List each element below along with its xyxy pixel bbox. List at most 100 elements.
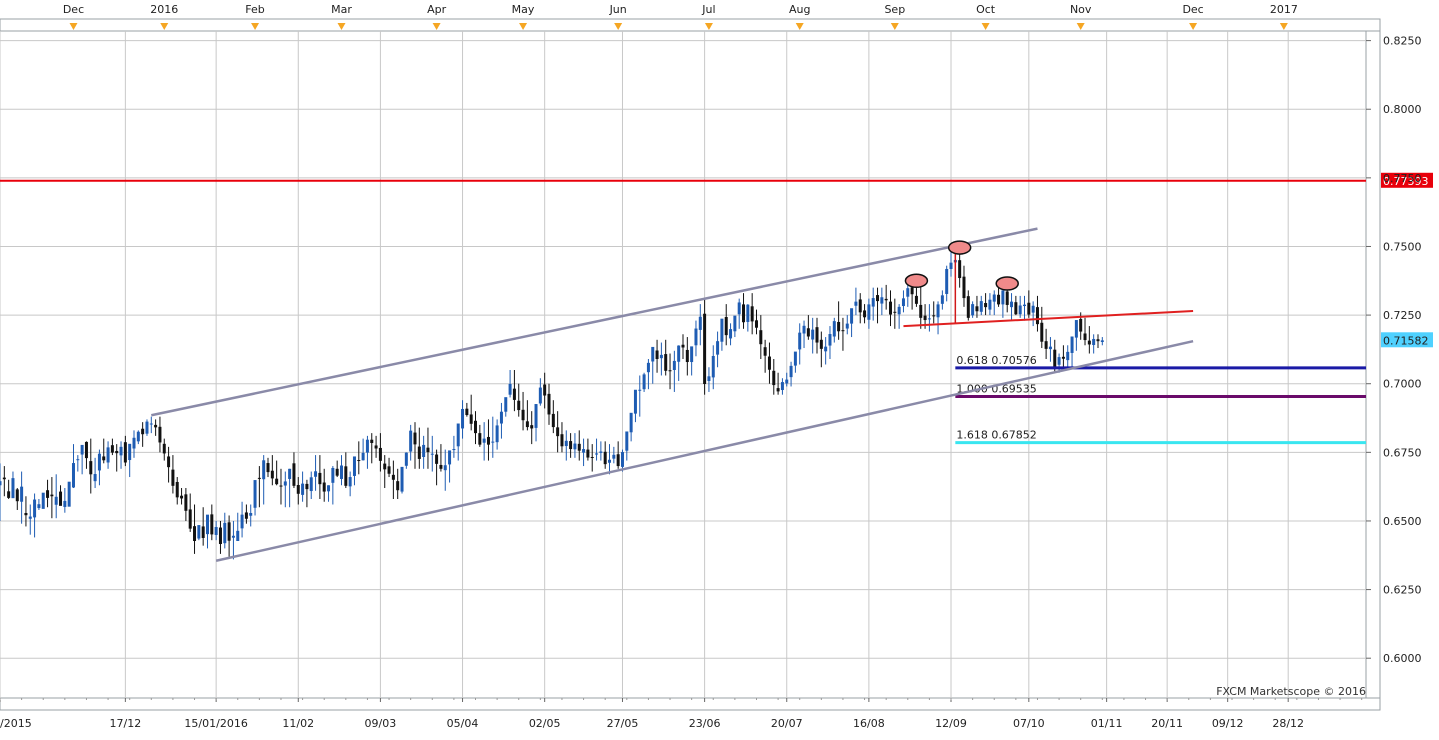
candle-body (1087, 340, 1091, 345)
candle-body (603, 451, 607, 465)
candle-body (923, 315, 927, 321)
candle-body (89, 461, 93, 475)
candle-body (197, 525, 201, 539)
candle-body (1027, 302, 1031, 315)
candle-body (979, 301, 983, 312)
candle-body (430, 453, 434, 455)
candle-body (322, 482, 326, 492)
candle-body (244, 512, 248, 519)
candle-body (962, 276, 966, 299)
candle-body (681, 344, 685, 348)
axes: 0.8250 0.8000 0.7750 0.7500 0.7250 0.7000 0.67… (0, 3, 1422, 730)
candle-body (115, 450, 119, 454)
candle-body (201, 526, 205, 538)
candle-body (119, 446, 123, 456)
candle-body (551, 413, 555, 428)
date-tick-label: 09/03 (365, 717, 397, 730)
candle-body (1083, 333, 1087, 341)
candle-body (685, 349, 689, 363)
candle-body (815, 327, 819, 343)
candle-body (270, 470, 274, 479)
candle-body (175, 481, 179, 498)
candle-body (927, 318, 931, 320)
candle-body (564, 440, 568, 447)
candle-body (586, 449, 590, 458)
candle-body (387, 466, 391, 474)
candle-body (763, 347, 767, 356)
candle-body (530, 425, 534, 429)
candle-body (720, 318, 724, 342)
candle-body (486, 436, 490, 445)
candle-body (508, 383, 512, 395)
candle-body (932, 315, 936, 317)
date-tick-label: 16/08 (853, 717, 885, 730)
candle-body (158, 426, 162, 443)
candle-body (1023, 304, 1026, 307)
candle-body (616, 454, 620, 467)
candle-body (223, 522, 227, 544)
candle-body (1014, 302, 1018, 315)
candle-body (1040, 322, 1044, 342)
month-label: 2017 (1270, 3, 1298, 16)
price-tick-label: 0.8000 (1383, 103, 1422, 116)
candle-body (1035, 307, 1039, 325)
right-shoulder-marker (995, 276, 1019, 291)
date-tick-label: 12/09 (935, 717, 967, 730)
candle-body (1092, 338, 1096, 346)
candle-body (854, 301, 858, 306)
candle-body (361, 452, 365, 461)
date-tick-label: 23/06 (689, 717, 721, 730)
candle-body (958, 260, 962, 279)
candle-body (884, 298, 888, 301)
candle-body (102, 456, 106, 461)
fib-level-label: 1.000 0.69535 (956, 382, 1036, 395)
candle-body (184, 494, 188, 511)
resistance-price-label: 0.77393 (1383, 175, 1429, 188)
candle-body (97, 453, 101, 471)
candle-body (482, 438, 486, 443)
date-tick-label: 09/12 (1212, 717, 1244, 730)
date-tick-label: 02/05 (529, 717, 561, 730)
candle-body (841, 330, 845, 332)
candle-body (560, 434, 564, 447)
candle-body (335, 468, 339, 476)
date-tick-label: 28/12 (1272, 717, 1304, 730)
candle-body (742, 304, 746, 323)
candle-body (582, 449, 586, 453)
candle-body (638, 389, 642, 391)
watermark: FXCM Marketscope © 2016 (1216, 685, 1366, 698)
candle-body (754, 320, 758, 328)
price-tick-label: 0.7000 (1383, 378, 1422, 391)
candle-body (651, 346, 655, 362)
candle-body (880, 297, 884, 304)
candle-body (210, 514, 214, 535)
candle-body (1044, 341, 1048, 349)
candle-body (858, 299, 862, 313)
candle-body (110, 445, 114, 453)
candle-body (910, 287, 914, 295)
candle-body (249, 512, 253, 516)
candle-body (599, 451, 603, 453)
month-label: Sep (884, 3, 905, 16)
month-label: Apr (427, 3, 447, 16)
candle-body (997, 294, 1001, 305)
candle-body (205, 514, 209, 535)
candle-body (404, 452, 408, 466)
candle-body (327, 485, 331, 492)
candle-body (106, 447, 110, 463)
candle-body (240, 514, 244, 529)
candle-body (1053, 349, 1057, 367)
candle-body (504, 397, 508, 412)
candle-body (443, 465, 447, 471)
candle-body (534, 404, 538, 428)
current-price-label: 0.71582 (1383, 334, 1429, 347)
candle-body (737, 302, 741, 315)
candle-body (340, 465, 343, 479)
candle-body (348, 477, 352, 487)
price-tick-label: 0.6000 (1383, 652, 1422, 665)
candle-body (0, 481, 2, 486)
candle-body (966, 296, 970, 318)
candle-body (914, 295, 918, 304)
candle-body (231, 535, 235, 538)
